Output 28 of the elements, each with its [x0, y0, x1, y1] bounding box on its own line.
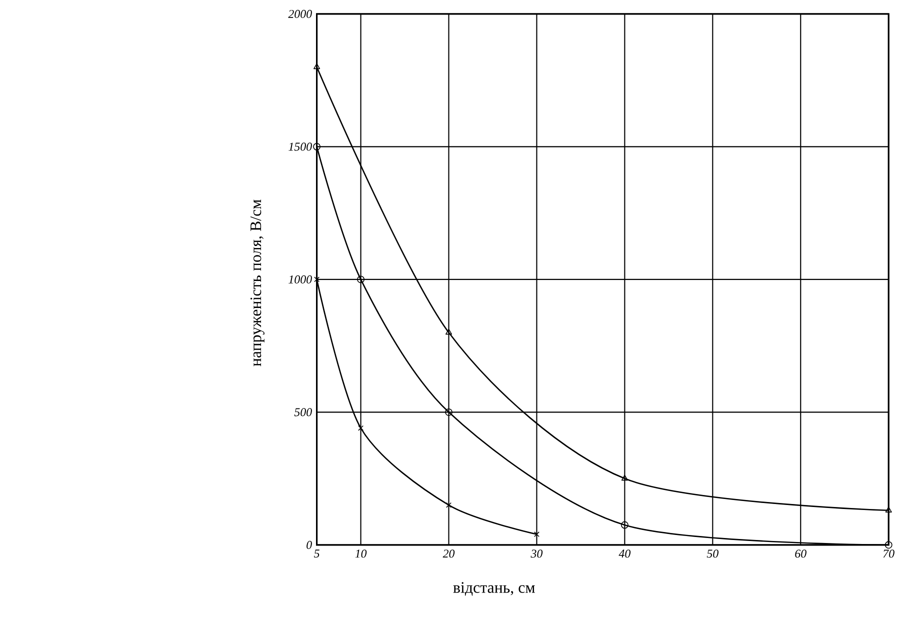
point	[884, 541, 892, 549]
x-tick-label: 30	[530, 550, 543, 558]
point	[445, 328, 452, 335]
x-tick-label: 5	[314, 550, 320, 558]
y-axis-title: напруженість поля, В/см	[250, 200, 264, 366]
x-tick-label: 20	[442, 550, 455, 558]
y-tick-label: 2000	[288, 10, 312, 18]
y-tick-label: 1000	[288, 276, 312, 284]
point	[534, 532, 540, 538]
point	[446, 502, 452, 508]
point	[885, 506, 892, 513]
x-tick-label: 50	[706, 550, 718, 558]
x-tick-label: 60	[795, 550, 806, 558]
point	[314, 276, 320, 282]
point	[313, 143, 321, 151]
x-axis-title: відстань, см	[453, 582, 535, 596]
point	[314, 64, 320, 70]
x-tick-label: 40	[618, 550, 631, 558]
point	[445, 408, 452, 416]
x-tick-label: 70	[883, 550, 894, 558]
point	[358, 426, 364, 432]
y-tick-label: 1500	[288, 142, 312, 151]
point	[357, 276, 364, 284]
x-tick-label: 10	[355, 550, 367, 558]
point	[620, 521, 628, 529]
y-tick-label: 500	[294, 408, 312, 416]
point	[621, 475, 628, 481]
y-tick-label: 0	[306, 541, 312, 550]
